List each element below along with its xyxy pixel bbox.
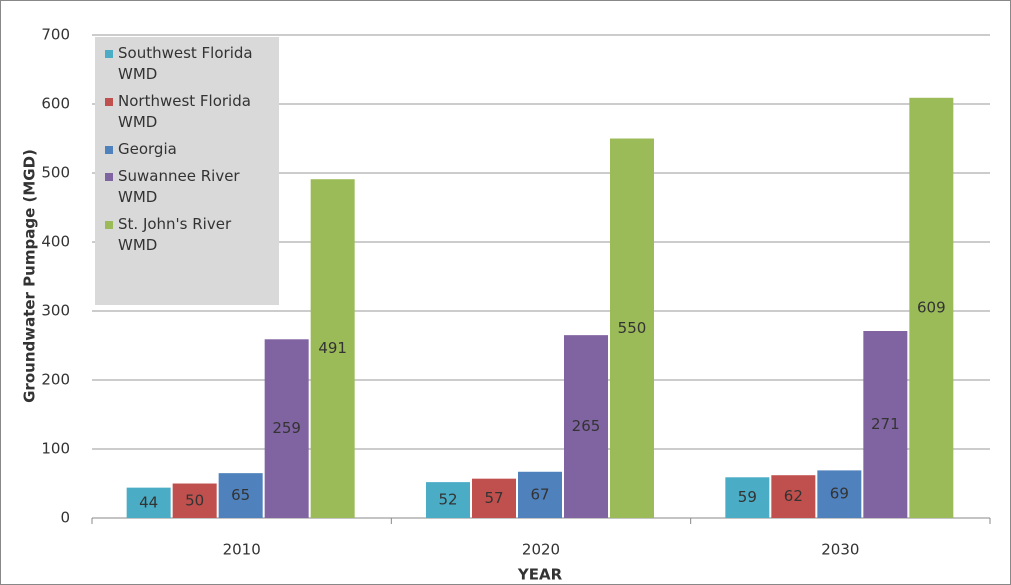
bar (863, 331, 908, 518)
y-tick-label: 400 (41, 233, 70, 251)
x-tick-label: 2020 (522, 541, 560, 559)
legend-swatch (105, 50, 113, 58)
y-tick-label: 700 (41, 26, 70, 44)
y-tick-label: 0 (60, 509, 70, 527)
legend: Southwest Florida WMD Northwest Florida W… (95, 37, 279, 305)
legend-label: Georgia (118, 140, 177, 158)
legend-swatch (105, 173, 113, 181)
data-label: 265 (572, 417, 601, 435)
y-tick-label: 600 (41, 95, 70, 113)
data-label: 44 (139, 493, 158, 511)
data-label: 52 (438, 491, 457, 509)
bar (725, 477, 770, 518)
legend-entry: Southwest Florida WMD (105, 43, 275, 85)
data-label: 67 (530, 485, 549, 503)
y-tick-label: 300 (41, 302, 70, 320)
legend-swatch (105, 146, 113, 154)
y-tick-label: 500 (41, 164, 70, 182)
data-label: 69 (830, 485, 849, 503)
x-tick-label: 2030 (821, 541, 859, 559)
legend-label: Northwest Florida WMD (118, 92, 251, 131)
data-label: 62 (784, 487, 803, 505)
legend-swatch (105, 98, 113, 106)
data-label: 550 (618, 319, 647, 337)
bar (610, 138, 654, 518)
bar (909, 97, 954, 518)
y-axis-title: Groundwater Pumpage (MGD) (21, 149, 39, 403)
bar (426, 482, 470, 518)
legend-label: Suwannee River WMD (118, 167, 240, 206)
data-label: 259 (272, 419, 301, 437)
legend-entry: Northwest Florida WMD (105, 91, 275, 133)
x-tick-label: 2010 (223, 541, 261, 559)
legend-label: St. John's River WMD (118, 215, 232, 254)
bar (564, 335, 608, 518)
data-label: 609 (917, 298, 946, 316)
y-tick-label: 200 (41, 371, 70, 389)
bar (218, 473, 263, 518)
bar (310, 179, 355, 518)
bar (264, 339, 309, 518)
legend-entry: Georgia (105, 139, 275, 160)
x-axis-title: YEAR (517, 566, 563, 584)
legend-label: Southwest Florida WMD (118, 44, 253, 83)
y-tick-label: 100 (41, 440, 70, 458)
legend-entry: Suwannee River WMD (105, 166, 275, 208)
legend-swatch (105, 221, 113, 229)
data-label: 271 (871, 415, 900, 433)
bar (817, 470, 862, 518)
data-label: 65 (231, 486, 250, 504)
bar (126, 487, 171, 518)
data-label: 57 (484, 489, 503, 507)
legend-entry: St. John's River WMD (105, 214, 275, 256)
bar (771, 475, 816, 518)
data-label: 50 (185, 491, 204, 509)
bar (172, 483, 217, 518)
bar (472, 478, 516, 518)
bar (518, 471, 562, 518)
data-label: 59 (738, 488, 757, 506)
data-label: 491 (318, 339, 347, 357)
